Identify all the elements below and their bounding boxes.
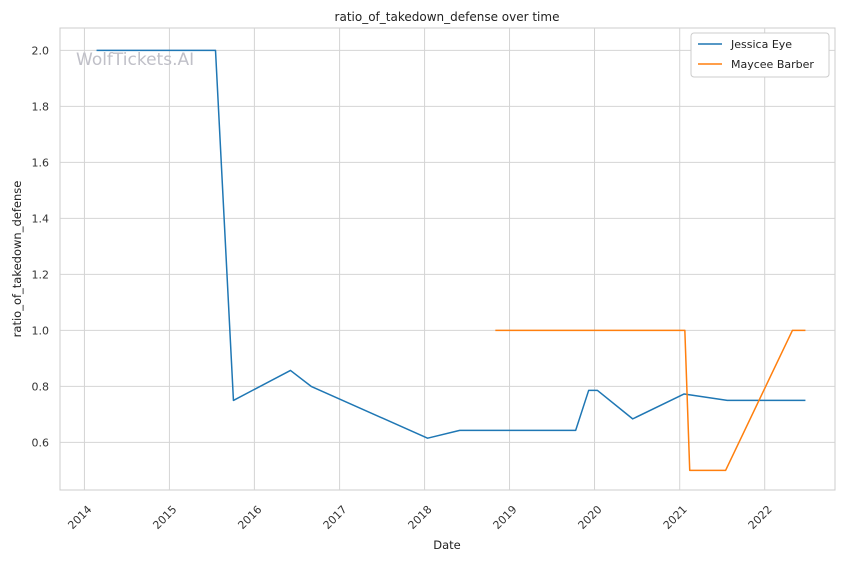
x-tick-labels: 2014 2015 2016 2017 2018 2019 2020 2021 2022 (65, 503, 774, 532)
legend: Jessica Eye Maycee Barber (690, 32, 830, 78)
x-tick-label: 2017 (321, 503, 350, 532)
series-line-maycee-barber (495, 329, 806, 472)
y-tick-label: 2.0 (32, 44, 50, 57)
y-tick-label: 1.4 (32, 212, 50, 225)
chart-title: ratio_of_takedown_defense over time (335, 10, 560, 24)
x-tick-label: 2014 (65, 503, 94, 532)
x-tick-label: 2021 (661, 503, 690, 532)
series-lines (96, 49, 806, 472)
x-tick-label: 2019 (491, 503, 520, 532)
x-tick-label: 2022 (746, 503, 775, 532)
x-tick-label: 2018 (406, 503, 435, 532)
x-gridlines (83, 28, 766, 490)
x-axis-label: Date (433, 538, 461, 552)
y-tick-label: 1.6 (32, 156, 50, 169)
x-tick-label: 2016 (235, 503, 264, 532)
legend-label-jessica-eye: Jessica Eye (730, 38, 792, 51)
series-line-jessica-eye (96, 49, 806, 439)
y-axis-label: ratio_of_takedown_defense (10, 181, 24, 338)
watermark: WolfTickets.AI (76, 50, 194, 70)
legend-box (690, 32, 830, 78)
y-tick-label: 1.8 (32, 100, 50, 113)
y-tick-label: 1.0 (32, 324, 50, 337)
y-tick-labels: 0.6 0.8 1.0 1.2 1.4 1.6 1.8 2.0 (32, 44, 50, 449)
plot-area (59, 27, 836, 491)
y-tick-label: 1.2 (32, 268, 50, 281)
x-tick-label: 2020 (576, 503, 605, 532)
legend-label-maycee-barber: Maycee Barber (731, 58, 814, 71)
y-tick-label: 0.6 (32, 436, 50, 449)
y-tick-label: 0.8 (32, 380, 50, 393)
y-gridlines (60, 49, 835, 443)
x-tick-label: 2015 (150, 503, 179, 532)
